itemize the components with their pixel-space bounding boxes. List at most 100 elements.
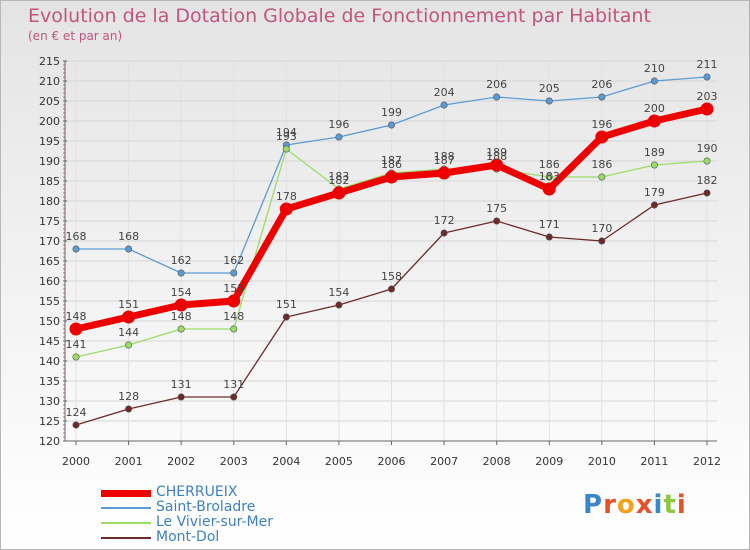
data-point-saint-broladre (493, 93, 501, 101)
chart-subtitle: (en € et par an) (28, 29, 123, 43)
data-point-mont-dol (125, 405, 133, 413)
data-label-mont-dol: 128 (118, 390, 139, 403)
x-tick-label: 2001 (115, 455, 143, 468)
data-point-saint-broladre (230, 269, 238, 277)
data-point-saint-broladre (177, 269, 185, 277)
data-point-mont-dol (440, 229, 448, 237)
data-point-le-vivier-sur-mer (177, 325, 185, 333)
data-label-cherrueix: 151 (118, 298, 139, 311)
y-tick-label: 135 (39, 375, 60, 388)
data-label-mont-dol: 124 (66, 406, 87, 419)
data-point-cherrueix (595, 130, 609, 144)
y-tick-label: 210 (39, 75, 60, 88)
x-tick-label: 2010 (588, 455, 616, 468)
data-label-saint-broladre: 210 (644, 62, 665, 75)
y-tick-label: 190 (39, 155, 60, 168)
data-label-saint-broladre: 199 (381, 106, 402, 119)
y-tick-label: 180 (39, 195, 60, 208)
data-point-le-vivier-sur-mer (282, 145, 290, 153)
data-point-mont-dol (545, 233, 553, 241)
data-labels: 168 168 162 162 194 196 199 204 206 205 206 210 211 1… (66, 58, 718, 419)
data-label-le-vivier-sur-mer: 186 (539, 158, 560, 171)
y-tick-label: 195 (39, 135, 60, 148)
data-point-saint-broladre (545, 97, 553, 105)
data-label-cherrueix: 178 (276, 190, 297, 203)
y-tick-label: 140 (39, 355, 60, 368)
x-tick-label: 2009 (535, 455, 563, 468)
logo-letter: i (676, 490, 687, 520)
data-point-cherrueix (437, 166, 451, 180)
data-point-mont-dol (387, 285, 395, 293)
y-tick-label: 130 (39, 395, 60, 408)
data-point-le-vivier-sur-mer (703, 157, 711, 165)
data-label-mont-dol: 175 (486, 202, 507, 215)
data-point-le-vivier-sur-mer (598, 173, 606, 181)
data-label-saint-broladre: 206 (591, 78, 612, 91)
data-label-cherrueix: 203 (697, 90, 718, 103)
y-tick-label: 205 (39, 95, 60, 108)
y-tick-label: 160 (39, 275, 60, 288)
data-label-le-vivier-sur-mer: 141 (66, 338, 87, 351)
x-tick-label: 2004 (272, 455, 300, 468)
data-label-mont-dol: 182 (697, 174, 718, 187)
data-label-mont-dol: 131 (223, 378, 244, 391)
data-label-cherrueix: 186 (381, 158, 402, 171)
data-label-cherrueix: 155 (223, 282, 244, 295)
data-point-mont-dol (230, 393, 238, 401)
data-label-mont-dol: 171 (539, 218, 560, 231)
data-label-saint-broladre: 196 (328, 118, 349, 131)
data-point-cherrueix (122, 310, 136, 324)
y-tick-label: 145 (39, 335, 60, 348)
data-point-cherrueix (227, 294, 241, 308)
data-point-saint-broladre (125, 245, 133, 253)
y-tick-label: 175 (39, 215, 60, 228)
data-point-mont-dol (598, 237, 606, 245)
data-label-saint-broladre: 168 (118, 230, 139, 243)
data-label-cherrueix: 148 (66, 310, 87, 323)
data-label-cherrueix: 182 (328, 174, 349, 187)
data-label-cherrueix: 196 (591, 118, 612, 131)
data-point-mont-dol (703, 189, 711, 197)
data-label-cherrueix: 187 (434, 154, 455, 167)
data-label-saint-broladre: 205 (539, 82, 560, 95)
data-label-le-vivier-sur-mer: 186 (591, 158, 612, 171)
proxiti-logo: Proxiti (583, 490, 687, 520)
data-point-cherrueix (700, 102, 714, 116)
data-point-cherrueix (332, 186, 346, 200)
data-point-le-vivier-sur-mer (125, 341, 133, 349)
data-point-mont-dol (177, 393, 185, 401)
data-point-saint-broladre (703, 73, 711, 81)
legend-swatch (101, 537, 151, 539)
logo-letter: x (635, 490, 654, 520)
x-tick-label: 2006 (378, 455, 406, 468)
data-label-le-vivier-sur-mer: 183 (328, 170, 349, 183)
data-point-saint-broladre (72, 245, 80, 253)
data-label-le-vivier-sur-mer: 193 (276, 130, 297, 143)
legend-label: Mont-Dol (156, 529, 220, 545)
data-label-le-vivier-sur-mer: 148 (223, 310, 244, 323)
data-label-cherrueix: 189 (486, 146, 507, 159)
data-label-mont-dol: 179 (644, 186, 665, 199)
data-point-cherrueix (385, 170, 398, 184)
data-point-le-vivier-sur-mer (650, 161, 658, 169)
y-tick-label: 165 (39, 255, 60, 268)
data-label-le-vivier-sur-mer: 148 (171, 310, 192, 323)
logo-letter: P (583, 490, 604, 520)
data-point-saint-broladre (335, 133, 343, 141)
axes: 120 125 130 135 140 145 150 155 160 165 170 175 180 1… (39, 55, 721, 468)
data-label-saint-broladre: 194 (276, 126, 297, 139)
logo-letter: o (616, 490, 636, 520)
data-point-cherrueix (647, 114, 661, 128)
x-tick-label: 2005 (325, 455, 353, 468)
data-label-cherrueix: 200 (644, 102, 665, 115)
series-group (69, 73, 714, 429)
data-label-le-vivier-sur-mer: 188 (486, 150, 507, 163)
data-label-cherrueix: 183 (539, 170, 560, 183)
data-label-le-vivier-sur-mer: 187 (381, 154, 402, 167)
data-label-saint-broladre: 162 (223, 254, 244, 267)
data-point-mont-dol (72, 421, 80, 429)
y-tick-label: 170 (39, 235, 60, 248)
y-tick-label: 215 (39, 55, 60, 68)
